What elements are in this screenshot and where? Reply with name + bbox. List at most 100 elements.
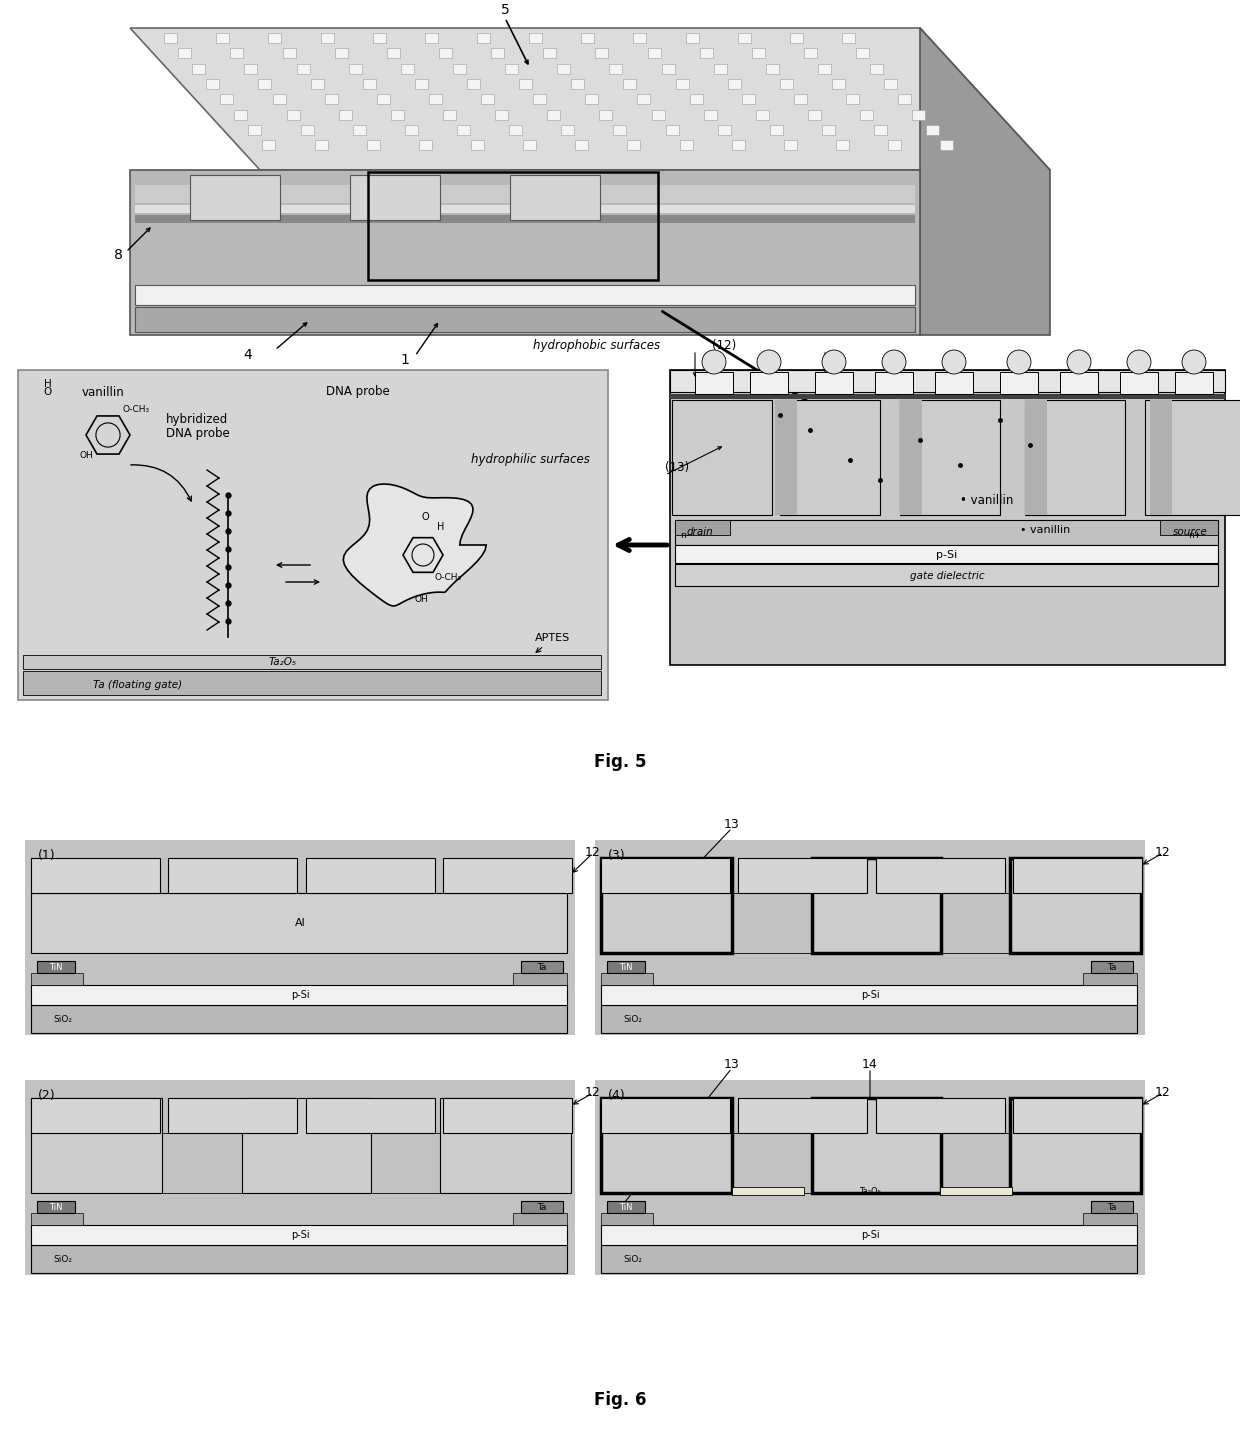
Bar	[575, 141, 588, 151]
Text: DNA probe: DNA probe	[326, 386, 389, 399]
Bar	[770, 125, 782, 135]
Polygon shape	[130, 29, 1050, 169]
Bar	[547, 109, 560, 119]
Circle shape	[756, 350, 781, 375]
Text: 4: 4	[243, 349, 253, 362]
Text: 13: 13	[724, 1059, 740, 1072]
Bar	[624, 79, 636, 89]
Bar	[875, 372, 913, 395]
Bar	[1176, 372, 1213, 395]
Bar	[19, 370, 608, 700]
Bar	[481, 95, 494, 105]
Bar	[732, 1187, 804, 1195]
Circle shape	[882, 350, 906, 375]
Bar	[1149, 400, 1172, 515]
Bar	[572, 79, 584, 89]
Bar	[670, 370, 1225, 664]
Text: vanillin: vanillin	[82, 386, 124, 399]
Text: SiO₂: SiO₂	[622, 1256, 642, 1264]
Bar	[900, 400, 999, 515]
Bar	[670, 370, 1225, 392]
Bar	[675, 545, 1218, 563]
Text: H: H	[45, 379, 52, 389]
Bar	[585, 95, 599, 105]
Bar	[856, 49, 869, 59]
Bar	[870, 63, 883, 73]
Circle shape	[1007, 350, 1030, 375]
Text: TiN: TiN	[619, 1203, 632, 1211]
Bar	[135, 307, 915, 331]
Bar	[368, 172, 658, 280]
Text: p-Si: p-Si	[290, 990, 309, 1000]
Bar	[310, 79, 324, 89]
Text: 12: 12	[585, 1086, 601, 1099]
Bar	[608, 1201, 645, 1213]
Bar	[206, 79, 219, 89]
Bar	[703, 109, 717, 119]
Bar	[415, 79, 428, 89]
Bar	[694, 372, 733, 395]
Bar	[244, 63, 258, 73]
Text: p-Si: p-Si	[861, 1230, 879, 1240]
Bar	[728, 79, 740, 89]
Bar	[37, 1201, 74, 1213]
Text: Ta₂O₅: Ta₂O₅	[269, 657, 298, 667]
Bar	[167, 858, 298, 893]
Bar	[306, 858, 435, 893]
Text: (3): (3)	[608, 850, 626, 862]
Bar	[818, 63, 831, 73]
Bar	[808, 109, 821, 119]
Text: hybridized: hybridized	[166, 413, 228, 426]
Bar	[935, 372, 973, 395]
Bar	[601, 1004, 1137, 1033]
Bar	[471, 141, 484, 151]
Bar	[1083, 1213, 1137, 1225]
Text: Fig. 5: Fig. 5	[594, 753, 646, 771]
Text: 12: 12	[1156, 847, 1171, 860]
Bar	[874, 125, 887, 135]
Bar	[751, 49, 765, 59]
Bar	[306, 1098, 435, 1134]
Bar	[391, 109, 404, 119]
Text: APTES: APTES	[536, 633, 570, 653]
Bar	[477, 33, 490, 43]
Bar	[258, 79, 272, 89]
Bar	[510, 175, 600, 220]
Bar	[439, 49, 451, 59]
Text: • vanillin: • vanillin	[1021, 525, 1070, 535]
Text: p-Si: p-Si	[936, 550, 957, 560]
Circle shape	[1066, 350, 1091, 375]
Bar	[689, 95, 703, 105]
Text: SiO₂: SiO₂	[53, 1016, 72, 1025]
Bar	[900, 400, 923, 515]
Circle shape	[1182, 350, 1207, 375]
Bar	[601, 1098, 732, 1192]
Bar	[521, 961, 563, 973]
Bar	[836, 141, 849, 151]
Bar	[1011, 858, 1141, 953]
Bar	[999, 372, 1038, 395]
Circle shape	[1127, 350, 1151, 375]
Text: Ta (floating gate): Ta (floating gate)	[93, 680, 182, 690]
Bar	[443, 1098, 572, 1134]
Bar	[884, 79, 898, 89]
Text: gate dielectric: gate dielectric	[910, 571, 985, 581]
Text: TiN: TiN	[50, 963, 63, 971]
Bar	[286, 109, 300, 119]
Bar	[634, 33, 646, 43]
Bar	[1011, 1098, 1141, 1192]
Text: drain: drain	[687, 527, 713, 537]
Bar	[732, 141, 745, 151]
Bar	[614, 125, 626, 135]
Text: TiN: TiN	[619, 963, 632, 971]
Text: SiO₂: SiO₂	[53, 1256, 72, 1264]
Bar	[756, 109, 769, 119]
Bar	[315, 141, 327, 151]
Bar	[263, 141, 275, 151]
Text: 1: 1	[401, 353, 409, 367]
Bar	[425, 33, 438, 43]
Bar	[926, 125, 939, 135]
Bar	[794, 95, 807, 105]
Bar	[680, 141, 693, 151]
Bar	[321, 33, 334, 43]
